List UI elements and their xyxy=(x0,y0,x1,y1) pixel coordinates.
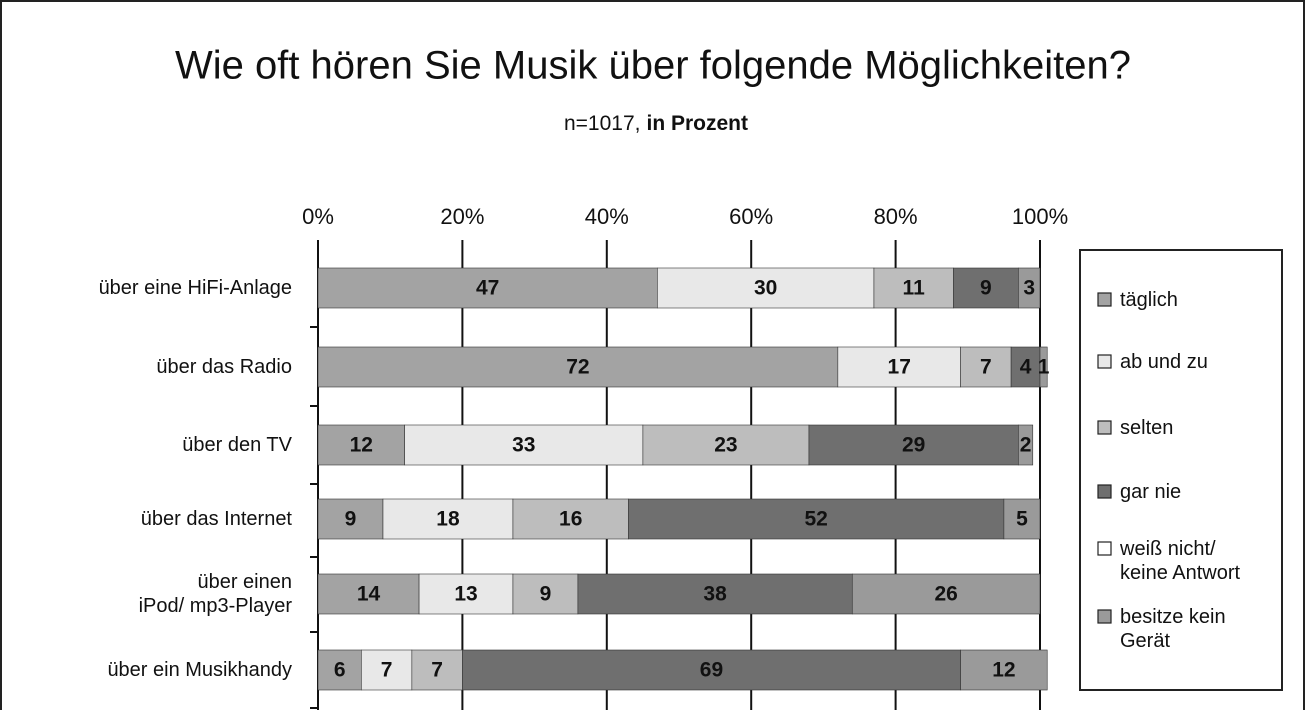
legend-box xyxy=(1079,249,1283,691)
value-label: 1 xyxy=(1038,356,1050,379)
value-label: 9 xyxy=(540,583,552,606)
value-label: 14 xyxy=(357,583,381,606)
legend-label: täglich xyxy=(1120,289,1178,311)
value-label: 33 xyxy=(512,434,535,457)
value-label: 72 xyxy=(566,356,589,379)
category-label: über das Internet xyxy=(140,508,292,530)
x-tick-label: 0% xyxy=(302,204,334,229)
bar-segment xyxy=(1018,424,1034,466)
bar-segment xyxy=(418,573,514,615)
value-label: 16 xyxy=(559,508,582,531)
legend-swatch xyxy=(1097,484,1112,499)
bar-segment xyxy=(411,649,463,691)
x-tick-label: 40% xyxy=(585,204,629,229)
subtitle-bold: in Prozent xyxy=(646,112,748,135)
legend-label: selten xyxy=(1120,417,1174,439)
bar-segment xyxy=(851,573,1041,615)
category-label: über den TV xyxy=(182,434,292,456)
legend-label: ab und zu xyxy=(1120,351,1208,373)
value-label: 5 xyxy=(1016,508,1028,531)
x-tick-label: 80% xyxy=(874,204,918,229)
bar-segment xyxy=(462,649,961,691)
value-label: 17 xyxy=(888,356,911,379)
bar-segment xyxy=(657,267,875,309)
value-label: 12 xyxy=(992,659,1015,682)
value-label: 23 xyxy=(714,434,737,457)
bar-segment xyxy=(317,498,384,540)
legend-label: besitze kein Gerät xyxy=(1120,606,1226,652)
value-label: 29 xyxy=(902,434,925,457)
legend-swatch xyxy=(1097,354,1112,369)
value-label: 69 xyxy=(700,659,723,682)
bar-segment xyxy=(317,267,658,309)
x-tick-label: 60% xyxy=(729,204,773,229)
legend-label: gar nie xyxy=(1120,481,1182,503)
bar-segment xyxy=(317,424,405,466)
subtitle: n=1017, in Prozent xyxy=(564,112,748,135)
bar-segment xyxy=(317,573,420,615)
bar-segment xyxy=(317,649,362,691)
x-tick-label: 20% xyxy=(440,204,484,229)
value-label: 2 xyxy=(1020,434,1032,457)
bar-segment xyxy=(512,498,629,540)
value-label: 13 xyxy=(454,583,477,606)
value-label: 47 xyxy=(476,277,499,300)
bar-segment xyxy=(382,498,514,540)
bar-segment xyxy=(404,424,644,466)
bar-segment xyxy=(808,424,1019,466)
value-label: 18 xyxy=(436,508,460,531)
x-tick-label: 100% xyxy=(1012,204,1068,229)
category-label: über das Radio xyxy=(156,356,292,378)
bar-segment xyxy=(512,573,579,615)
value-label: 7 xyxy=(980,356,992,379)
value-label: 11 xyxy=(903,277,926,300)
bar-segment xyxy=(873,267,954,309)
value-label: 30 xyxy=(754,277,777,300)
category-label: über ein Musikhandy xyxy=(107,659,292,681)
legend-label: weiß nicht/ keine Antwort xyxy=(1120,538,1241,584)
value-label: 6 xyxy=(334,659,346,682)
value-label: 12 xyxy=(350,434,373,457)
bar-segment xyxy=(317,346,839,388)
chart-title: Wie oft hören Sie Musik über folgende Mö… xyxy=(175,44,1131,88)
bar-segment xyxy=(1018,267,1041,309)
value-label: 7 xyxy=(431,659,443,682)
value-label: 7 xyxy=(381,659,393,682)
value-label: 9 xyxy=(345,508,357,531)
value-label: 26 xyxy=(934,583,957,606)
bar-segment xyxy=(642,424,810,466)
category-label: über eine HiFi-Anlage xyxy=(98,277,292,299)
legend-swatch xyxy=(1097,609,1112,624)
value-label: 38 xyxy=(703,583,727,606)
bar-segment xyxy=(1003,498,1041,540)
legend-swatch xyxy=(1097,420,1112,435)
legend-swatch xyxy=(1097,541,1112,556)
category-label: über einen iPod/ mp3-Player xyxy=(138,571,292,617)
subtitle-text: n=1017, xyxy=(564,112,641,135)
value-label: 4 xyxy=(1020,356,1032,379)
value-label: 9 xyxy=(980,277,992,300)
value-label: 3 xyxy=(1023,277,1035,300)
bar-segment xyxy=(837,346,961,388)
value-label: 52 xyxy=(805,508,828,531)
bar-segment xyxy=(1039,346,1048,388)
bar-segment xyxy=(960,649,1048,691)
legend-swatch xyxy=(1097,292,1112,307)
